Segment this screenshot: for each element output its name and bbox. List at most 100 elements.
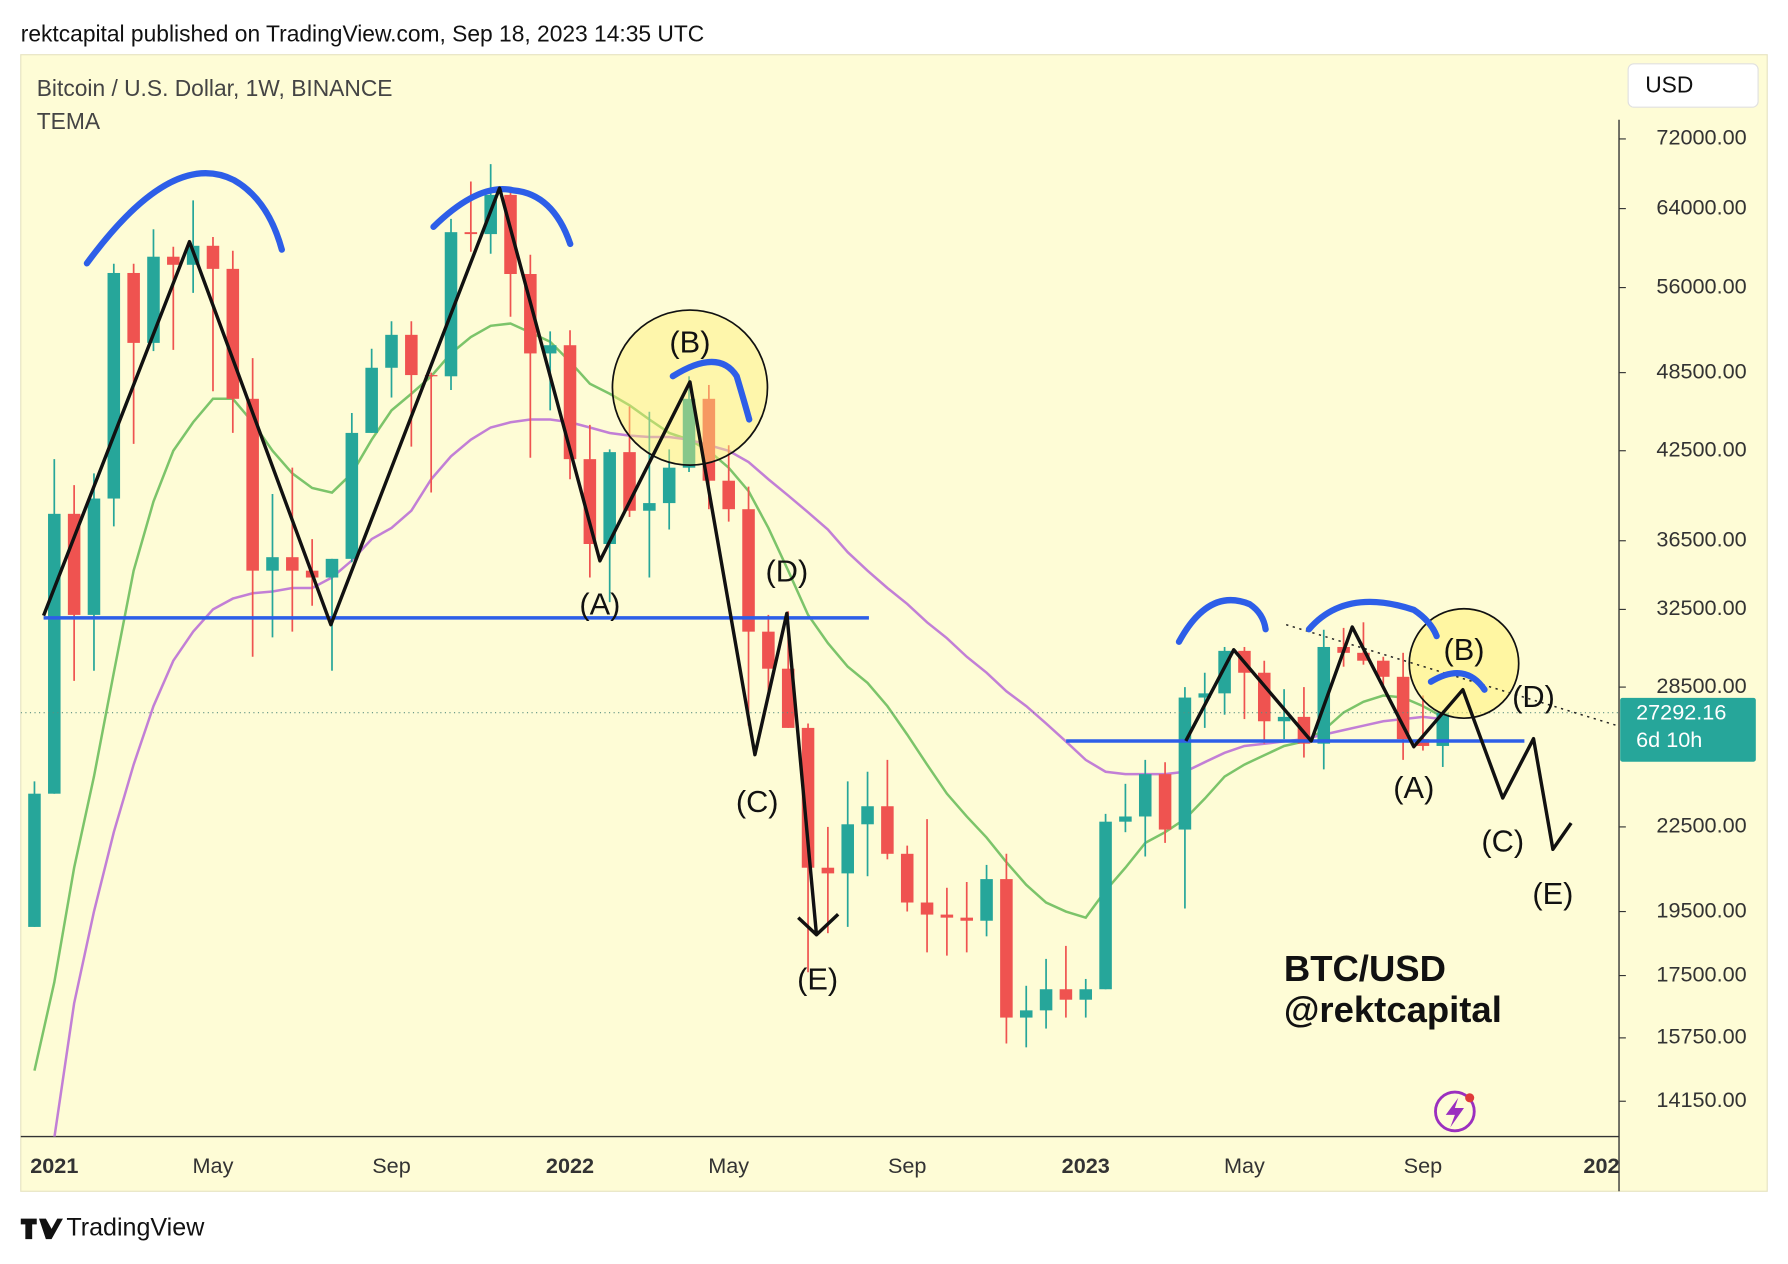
wave-label: (A)	[579, 587, 620, 622]
candle-body	[127, 272, 140, 343]
wave-label: (D)	[1512, 679, 1555, 714]
candle-body	[980, 879, 993, 921]
candle-body	[1396, 676, 1410, 740]
candle-body	[960, 917, 973, 921]
shape-arc	[430, 186, 574, 248]
candle-body	[325, 558, 339, 578]
wave-line	[41, 186, 840, 937]
candle-body	[345, 432, 359, 559]
candle-body	[702, 398, 716, 481]
candle-body	[206, 245, 220, 269]
candle-body	[583, 459, 597, 545]
wave-label: (C)	[736, 784, 779, 819]
candle-body	[1059, 989, 1073, 1000]
y-tick-label: 72000.00	[1656, 125, 1746, 150]
y-tick-label: 28500.00	[1656, 673, 1746, 698]
indicator-line	[53, 418, 1443, 1137]
y-tick-label: 64000.00	[1656, 194, 1746, 219]
candle-body	[1257, 672, 1271, 722]
candle-body	[1079, 989, 1093, 1000]
indicator-line	[33, 322, 1444, 1071]
candle-body	[801, 727, 815, 868]
candle-body	[107, 272, 121, 499]
shape-arc	[1305, 598, 1440, 640]
candle-body	[1198, 693, 1212, 698]
candle-body	[28, 793, 41, 927]
x-tick-label: May	[1224, 1153, 1265, 1178]
candle-body	[762, 631, 775, 669]
candle-body	[67, 513, 81, 615]
candle-body	[900, 853, 914, 903]
chart-background	[20, 54, 1768, 1192]
alert-icon-dot	[1465, 1093, 1475, 1103]
candle-body	[722, 480, 735, 510]
candle-body	[1377, 660, 1390, 677]
x-tick-label: Sep	[372, 1153, 411, 1178]
candle-body	[861, 806, 874, 825]
candle-body	[662, 467, 676, 504]
candle-body	[226, 268, 240, 399]
y-tick-label: 42500.00	[1656, 436, 1746, 461]
currency-label[interactable]: USD	[1645, 72, 1693, 98]
candle-body	[444, 232, 458, 377]
footer-brand: TradingView	[66, 1214, 205, 1242]
x-tick-label: 2022	[546, 1153, 594, 1178]
candle-body	[1158, 774, 1172, 830]
candle-body	[781, 668, 795, 728]
candle-body	[385, 334, 398, 368]
y-tick-label: 22500.00	[1656, 813, 1746, 838]
candle-body	[1119, 816, 1132, 822]
y-tick-label: 17500.00	[1656, 961, 1746, 986]
candle-body	[643, 503, 656, 511]
candle-body	[266, 557, 279, 571]
currency-button[interactable]	[1627, 63, 1759, 108]
symbol-title: Bitcoin / U.S. Dollar, 1W, BINANCE	[37, 75, 393, 101]
candle-body	[1138, 774, 1152, 817]
candle-body	[246, 398, 259, 571]
candle-body	[48, 513, 61, 794]
candle-body	[167, 256, 180, 265]
wave-label: (E)	[1532, 876, 1573, 911]
candle-body	[1436, 712, 1450, 746]
candle-body	[286, 557, 299, 571]
x-tick-label: 2023	[1062, 1153, 1110, 1178]
candle-body	[1178, 697, 1192, 830]
shape-arc	[83, 170, 285, 267]
y-tick-label: 48500.00	[1656, 358, 1746, 383]
wave-label: (B)	[669, 324, 710, 359]
candle-body	[841, 824, 854, 874]
alert-icon	[1434, 1090, 1476, 1133]
candle-body	[1000, 879, 1013, 1018]
x-tick-label: 202	[1583, 1153, 1619, 1178]
x-tick-label: May	[193, 1153, 234, 1178]
candle-body	[603, 452, 616, 545]
candle-body	[742, 509, 755, 632]
x-tick-label: 2021	[30, 1153, 78, 1178]
y-tick-label: 56000.00	[1656, 273, 1746, 298]
x-tick-label: May	[708, 1153, 749, 1178]
plot-area: (B)(A)(D)(C)(E)(B)(A)(D)(C)(E)BTC/USD@re…	[20, 164, 1620, 1137]
candle-body	[543, 345, 557, 354]
shape-arc	[669, 358, 753, 423]
alert-icon-bolt	[1445, 1097, 1464, 1128]
footer-logo	[20, 1218, 63, 1240]
axes: 72000.00 64000.00 56000.00 48500.00 42500.00…	[30, 125, 1756, 1178]
candle-body	[563, 345, 577, 460]
drawings: (B)(A)(D)(C)(E)(B)(A)(D)(C)(E)BTC/USD@re…	[41, 170, 1620, 1133]
wave-label: (C)	[1481, 824, 1524, 859]
wave-label: (B)	[1443, 632, 1484, 667]
wave-label: (D)	[765, 554, 808, 589]
wave-label: (A)	[1393, 770, 1434, 805]
publish-header: rektcapital published on TradingView.com…	[21, 20, 704, 46]
y-tick-label: 19500.00	[1656, 897, 1746, 922]
last-price-label: 27292.16	[1636, 700, 1726, 725]
candle-body	[87, 498, 101, 615]
candle-body	[464, 232, 478, 235]
y-tick-label: 15750.00	[1656, 1024, 1746, 1049]
x-tick-label: Sep	[1404, 1153, 1443, 1178]
candle-body	[1357, 652, 1370, 661]
shape-arc	[1175, 597, 1269, 645]
candle-body	[682, 398, 696, 468]
